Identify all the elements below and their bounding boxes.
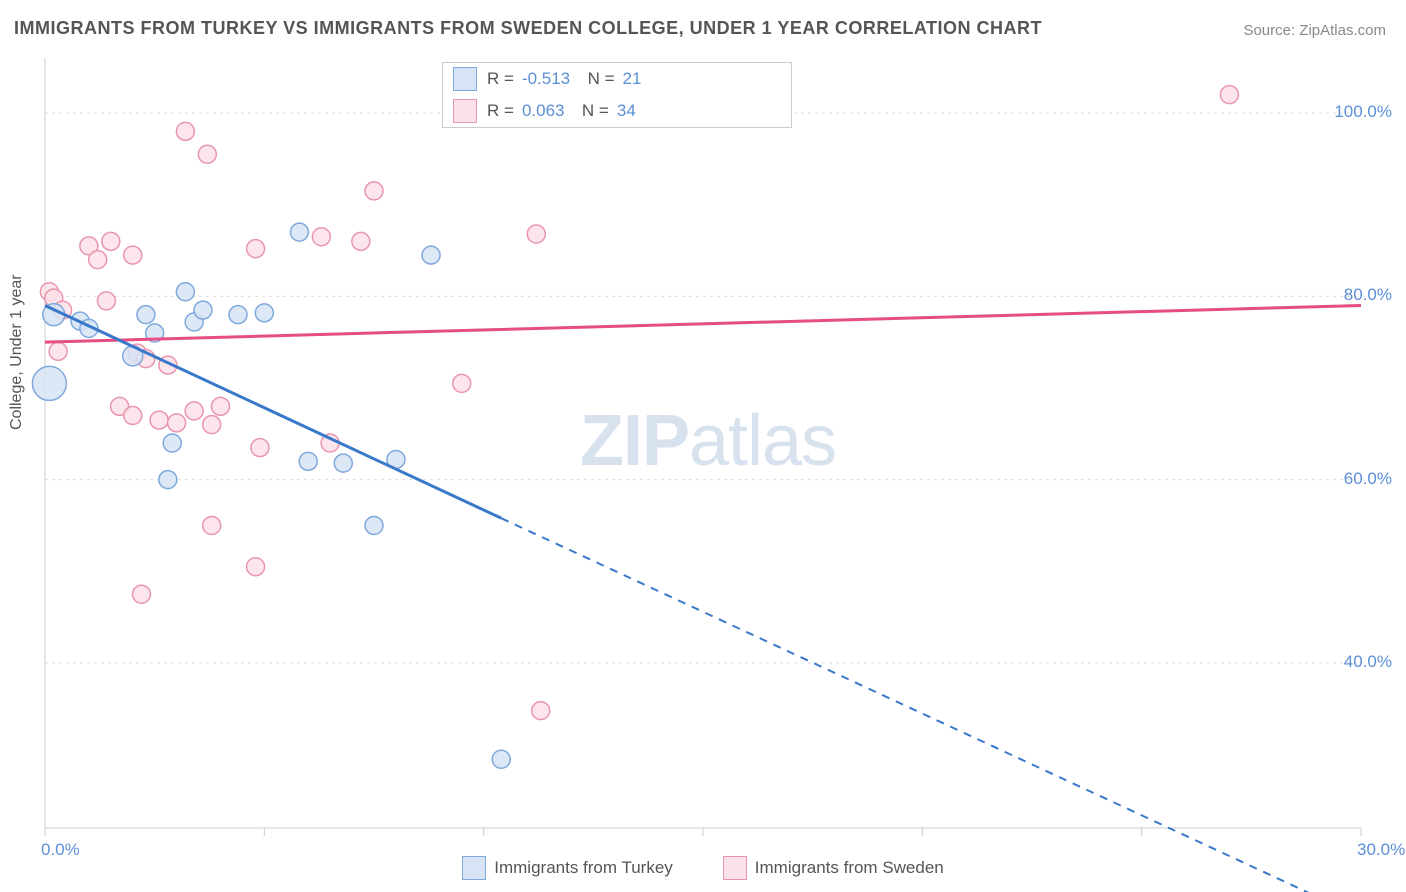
y-tick-label: 40.0% bbox=[1344, 652, 1392, 672]
y-tick-label: 60.0% bbox=[1344, 469, 1392, 489]
legend-bottom-sweden: Immigrants from Sweden bbox=[723, 856, 944, 880]
legend-bottom-label-turkey: Immigrants from Turkey bbox=[494, 858, 673, 878]
legend-swatch-turkey bbox=[453, 67, 477, 91]
legend-bottom-swatch-sweden bbox=[723, 856, 747, 880]
legend-top: R = -0.513 N = 21 R = 0.063 N = 34 bbox=[442, 62, 792, 128]
legend-bottom: Immigrants from Turkey Immigrants from S… bbox=[0, 856, 1406, 880]
x-tick-label: 0.0% bbox=[41, 840, 80, 860]
legend-n-label2: N = bbox=[572, 101, 608, 121]
x-tick-label: 30.0% bbox=[1357, 840, 1405, 860]
legend-bottom-turkey: Immigrants from Turkey bbox=[462, 856, 673, 880]
y-tick-label: 100.0% bbox=[1334, 102, 1392, 122]
plot-area bbox=[45, 58, 1361, 828]
y-axis-label: College, Under 1 year bbox=[8, 274, 26, 430]
legend-r-value-turkey: -0.513 bbox=[522, 69, 570, 89]
legend-r-label: R = bbox=[487, 69, 514, 89]
legend-n-value-sweden: 34 bbox=[617, 101, 636, 121]
chart-svg bbox=[45, 58, 1361, 828]
legend-r-label2: R = bbox=[487, 101, 514, 121]
legend-swatch-sweden bbox=[453, 99, 477, 123]
legend-r-value-sweden: 0.063 bbox=[522, 101, 565, 121]
legend-n-label: N = bbox=[578, 69, 614, 89]
legend-n-value-turkey: 21 bbox=[623, 69, 642, 89]
legend-bottom-swatch-turkey bbox=[462, 856, 486, 880]
source-credit: Source: ZipAtlas.com bbox=[1243, 22, 1386, 39]
legend-bottom-label-sweden: Immigrants from Sweden bbox=[755, 858, 944, 878]
legend-top-row-turkey: R = -0.513 N = 21 bbox=[443, 63, 791, 95]
legend-top-row-sweden: R = 0.063 N = 34 bbox=[443, 95, 791, 127]
y-tick-label: 80.0% bbox=[1344, 285, 1392, 305]
chart-title: IMMIGRANTS FROM TURKEY VS IMMIGRANTS FRO… bbox=[14, 18, 1042, 39]
